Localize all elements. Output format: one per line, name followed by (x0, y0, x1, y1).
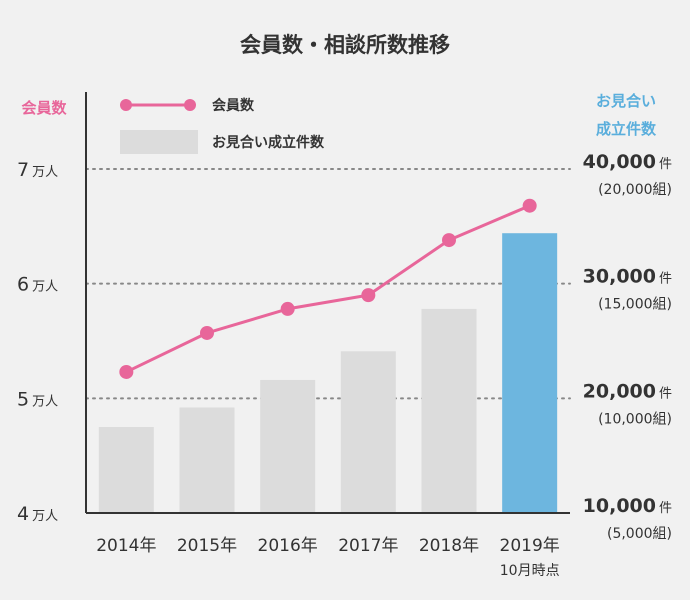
right-tick-label: 10,000 件 (583, 495, 672, 517)
line-point (442, 233, 456, 248)
line-point (200, 325, 214, 340)
line-point (522, 198, 537, 213)
x-tick-label: 2014年 (96, 536, 156, 556)
bar (502, 233, 558, 514)
bar (260, 379, 316, 513)
legend-line-marker-left (120, 99, 132, 111)
bar-series (98, 233, 558, 514)
left-tick-label: 6 万人 (17, 274, 58, 296)
right-tick-sublabel: (5,000組) (607, 526, 672, 542)
grid (85, 168, 571, 400)
right-tick-label: 20,000 件 (583, 380, 672, 402)
right-axis-title-line1: お見合い (596, 92, 656, 110)
bar (340, 351, 396, 513)
line-point (119, 364, 134, 379)
bar (179, 407, 235, 513)
left-axis-ticks: 7 万人 6 万人 5 万人 4 万人 (17, 159, 58, 525)
x-tick-label: 2016年 (258, 536, 318, 556)
legend-bar-swatch (120, 130, 198, 154)
bar (98, 427, 154, 513)
left-tick-label: 4 万人 (17, 503, 58, 525)
line-point (280, 301, 295, 316)
left-tick-label: 7 万人 (17, 159, 58, 181)
line-point (361, 288, 376, 303)
x-tick-label: 2017年 (338, 536, 398, 556)
x-tick-label: 2018年 (419, 536, 479, 556)
left-axis-title: 会員数 (21, 99, 67, 117)
x-axis-labels: 2014年 2015年 2016年 2017年 2018年 2019年 10月時点 (96, 536, 560, 579)
legend-line-marker-right (184, 99, 196, 111)
right-axis-ticks: 40,000 件 (20,000組) 30,000 件 (15,000組) 20,000 件 (… (583, 151, 672, 542)
legend-bar-label: お見合い成立件数 (212, 134, 325, 151)
x-tick-sublabel: 10月時点 (500, 563, 560, 579)
legend: 会員数 お見合い成立件数 (120, 97, 325, 154)
right-tick-sublabel: (20,000組) (598, 182, 672, 198)
left-tick-label: 5 万人 (17, 388, 58, 410)
line-series (119, 198, 537, 379)
chart-title: 会員数・相談所数推移 (240, 33, 450, 57)
right-tick-label: 40,000 件 (583, 151, 672, 173)
bar (421, 308, 477, 513)
x-tick-label: 2015年 (177, 536, 237, 556)
series-line (125, 204, 531, 374)
x-tick-label: 2019年 (500, 536, 560, 556)
right-tick-sublabel: (15,000組) (598, 297, 672, 313)
legend-line-label: 会員数 (212, 97, 255, 114)
right-tick-sublabel: (10,000組) (598, 411, 672, 427)
right-axis-title-line2: 成立件数 (596, 120, 657, 138)
right-tick-label: 30,000 件 (583, 266, 672, 288)
